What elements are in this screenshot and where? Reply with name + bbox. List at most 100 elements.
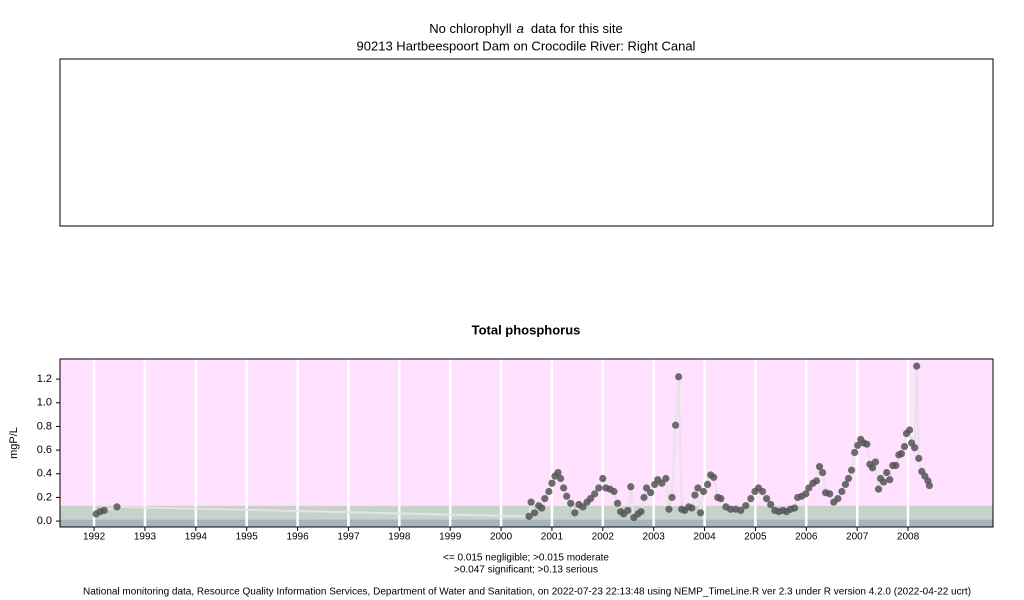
y-tick-label: 0.8 (37, 420, 52, 432)
data-point (763, 495, 771, 503)
data-point (113, 503, 121, 511)
data-point (668, 493, 676, 502)
data-point (805, 484, 813, 492)
data-point (554, 468, 562, 477)
x-tick-label: 1996 (286, 532, 309, 543)
x-tick-label: 2008 (897, 532, 920, 543)
site-name: 90213 Hartbeespoort Dam on Crocodile Riv… (357, 38, 696, 53)
data-point (767, 500, 775, 509)
data-point (915, 454, 923, 462)
data-point (691, 491, 699, 499)
data-point (595, 484, 603, 492)
data-point (696, 509, 705, 517)
threshold-note: <= 0.015 negligible; >0.015 moderate (443, 553, 609, 564)
data-point (586, 495, 595, 503)
message-start: No chlorophyll (429, 21, 511, 36)
data-point (571, 509, 579, 517)
data-point (747, 495, 755, 503)
data-point (688, 504, 696, 512)
x-tick-label: 2005 (744, 532, 767, 543)
data-point (704, 480, 712, 489)
data-point (847, 466, 856, 474)
x-tick-label: 2003 (643, 532, 666, 543)
threshold-band (60, 359, 993, 506)
data-point (818, 468, 827, 477)
data-point (665, 505, 673, 513)
y-tick-label: 0.0 (37, 515, 52, 527)
data-point (527, 498, 535, 506)
x-tick-label: 1998 (388, 532, 411, 543)
data-point (871, 458, 880, 466)
data-point (758, 487, 767, 496)
data-point (610, 487, 618, 496)
x-tick-label: 2002 (592, 532, 615, 543)
x-tick-label: 2007 (846, 532, 869, 543)
data-point (900, 442, 909, 451)
y-tick-label: 1.2 (37, 373, 52, 385)
data-point (844, 474, 853, 483)
data-point (851, 448, 859, 457)
data-point (841, 480, 850, 489)
x-tick-label: 2004 (693, 532, 716, 543)
x-tick-label: 1999 (439, 532, 462, 543)
data-point (737, 506, 745, 515)
data-point (538, 504, 546, 512)
data-point (742, 502, 750, 510)
data-point (897, 450, 906, 458)
empty-panel (59, 58, 994, 227)
x-tick-label: 1994 (185, 532, 208, 543)
y-tick-label: 0.2 (37, 491, 52, 503)
data-point (579, 503, 587, 511)
data-point (525, 512, 533, 520)
data-point (624, 506, 632, 515)
x-tick-label: 2000 (490, 532, 513, 543)
x-tick-label: 1995 (236, 532, 259, 543)
data-point (599, 474, 607, 483)
data-point (545, 487, 553, 496)
threshold-band (60, 505, 993, 516)
x-tick-label: 1997 (337, 532, 360, 543)
x-tick-label: 1993 (134, 532, 157, 543)
data-point (556, 474, 565, 483)
data-point (637, 508, 645, 516)
chlorophyll-message: No chlorophyll a data for this site (429, 21, 622, 36)
data-point (838, 487, 846, 496)
data-point (699, 487, 708, 496)
data-point (886, 476, 894, 484)
data-point (911, 444, 919, 452)
data-point (883, 468, 891, 477)
y-tick-label: 1.0 (37, 397, 52, 409)
x-tick-label: 1992 (83, 532, 106, 543)
data-point (548, 479, 556, 487)
data-point (647, 489, 655, 497)
data-point (892, 461, 900, 470)
x-tick-label: 2006 (795, 532, 818, 543)
data-point (675, 373, 683, 381)
threshold-note: >0.047 significant; >0.13 serious (454, 565, 598, 576)
data-point (874, 485, 883, 493)
footer: National monitoring data, Resource Quali… (83, 587, 971, 598)
data-point (802, 490, 810, 498)
y-tick-label: 0.4 (37, 468, 52, 480)
data-point (642, 484, 651, 492)
data-point (710, 473, 718, 481)
data-point (880, 478, 888, 486)
data-point (563, 492, 571, 500)
data-point (627, 483, 635, 491)
data-point (815, 463, 824, 471)
data-point (868, 464, 877, 472)
data-point (541, 495, 549, 503)
message-end: data for this site (531, 21, 623, 36)
data-point (925, 481, 934, 490)
data-point (671, 421, 680, 429)
data-point (726, 505, 735, 513)
x-tick-label: 2001 (541, 532, 564, 543)
data-point (658, 479, 666, 487)
data-point (905, 426, 914, 434)
plot-frame (59, 358, 994, 528)
data-point (812, 477, 821, 485)
data-point (717, 495, 725, 503)
message-italic: a (517, 21, 524, 36)
chart-title: Total phosphorus (472, 322, 581, 337)
